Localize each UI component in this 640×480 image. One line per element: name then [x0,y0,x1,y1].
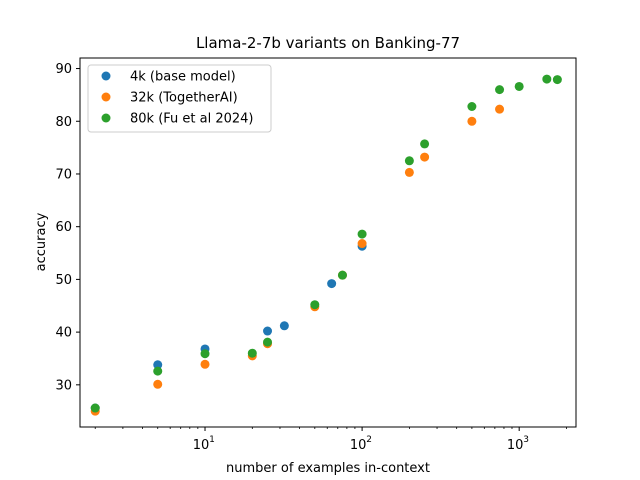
y-tick-label: 70 [55,167,72,182]
y-axis-label: accuracy [34,212,49,271]
data-point-series-3 [552,75,562,85]
legend-marker [101,92,111,102]
data-point-series-3 [263,337,273,347]
legend-box [87,64,272,133]
data-points [90,74,562,416]
data-point-series-3 [495,85,505,95]
data-point-series-3 [542,74,552,84]
data-point-series-1 [153,360,163,370]
data-point-series-3 [200,349,210,359]
data-point-series-3 [357,229,367,239]
data-point-series-1 [279,321,289,331]
data-point-series-3 [90,403,100,413]
x-tick-label: 10 [507,438,524,453]
data-point-series-2 [200,359,210,369]
x-tick-label: 10 [350,438,367,453]
data-point-series-2 [467,116,477,126]
chart-title: Llama-2-7b variants on Banking-77 [196,34,460,52]
legend-label: 4k (base model) [130,70,236,85]
data-point-series-2 [420,152,430,162]
plot-frame [79,57,577,428]
legend-label: 32k (TogetherAI) [130,91,238,106]
data-point-series-3 [310,300,320,310]
data-point-series-2 [404,167,414,177]
data-point-series-2 [153,379,163,389]
legend-label: 80k (Fu et al 2024) [130,112,254,127]
legend-marker [101,113,111,123]
data-point-series-3 [337,270,347,280]
x-tick-label-exponent: 2 [366,435,372,445]
x-axis-label: number of examples in-context [226,461,430,476]
data-point-series-1 [327,279,337,289]
y-tick-label: 30 [55,378,72,393]
data-point-series-3 [247,348,257,358]
y-tick-label: 80 [55,115,72,130]
data-point-series-3 [404,156,414,166]
legend: 4k (base model) 32k (TogetherAI) 80k (Fu e… [87,64,272,133]
data-point-series-2 [357,239,367,249]
data-point-series-2 [495,104,505,114]
data-point-series-3 [467,101,477,111]
y-tick-label: 50 [55,273,72,288]
legend-marker [101,71,111,81]
y-tick-label: 60 [55,220,72,235]
y-tick-label: 40 [55,326,72,341]
data-point-series-3 [153,366,163,376]
x-tick-label-exponent: 1 [209,435,215,445]
x-tick-label: 10 [193,438,210,453]
y-tick-label: 90 [55,62,72,77]
data-point-series-3 [420,139,430,149]
x-tick-label-exponent: 3 [523,435,529,445]
data-point-series-3 [514,81,524,91]
data-point-series-1 [263,326,273,336]
